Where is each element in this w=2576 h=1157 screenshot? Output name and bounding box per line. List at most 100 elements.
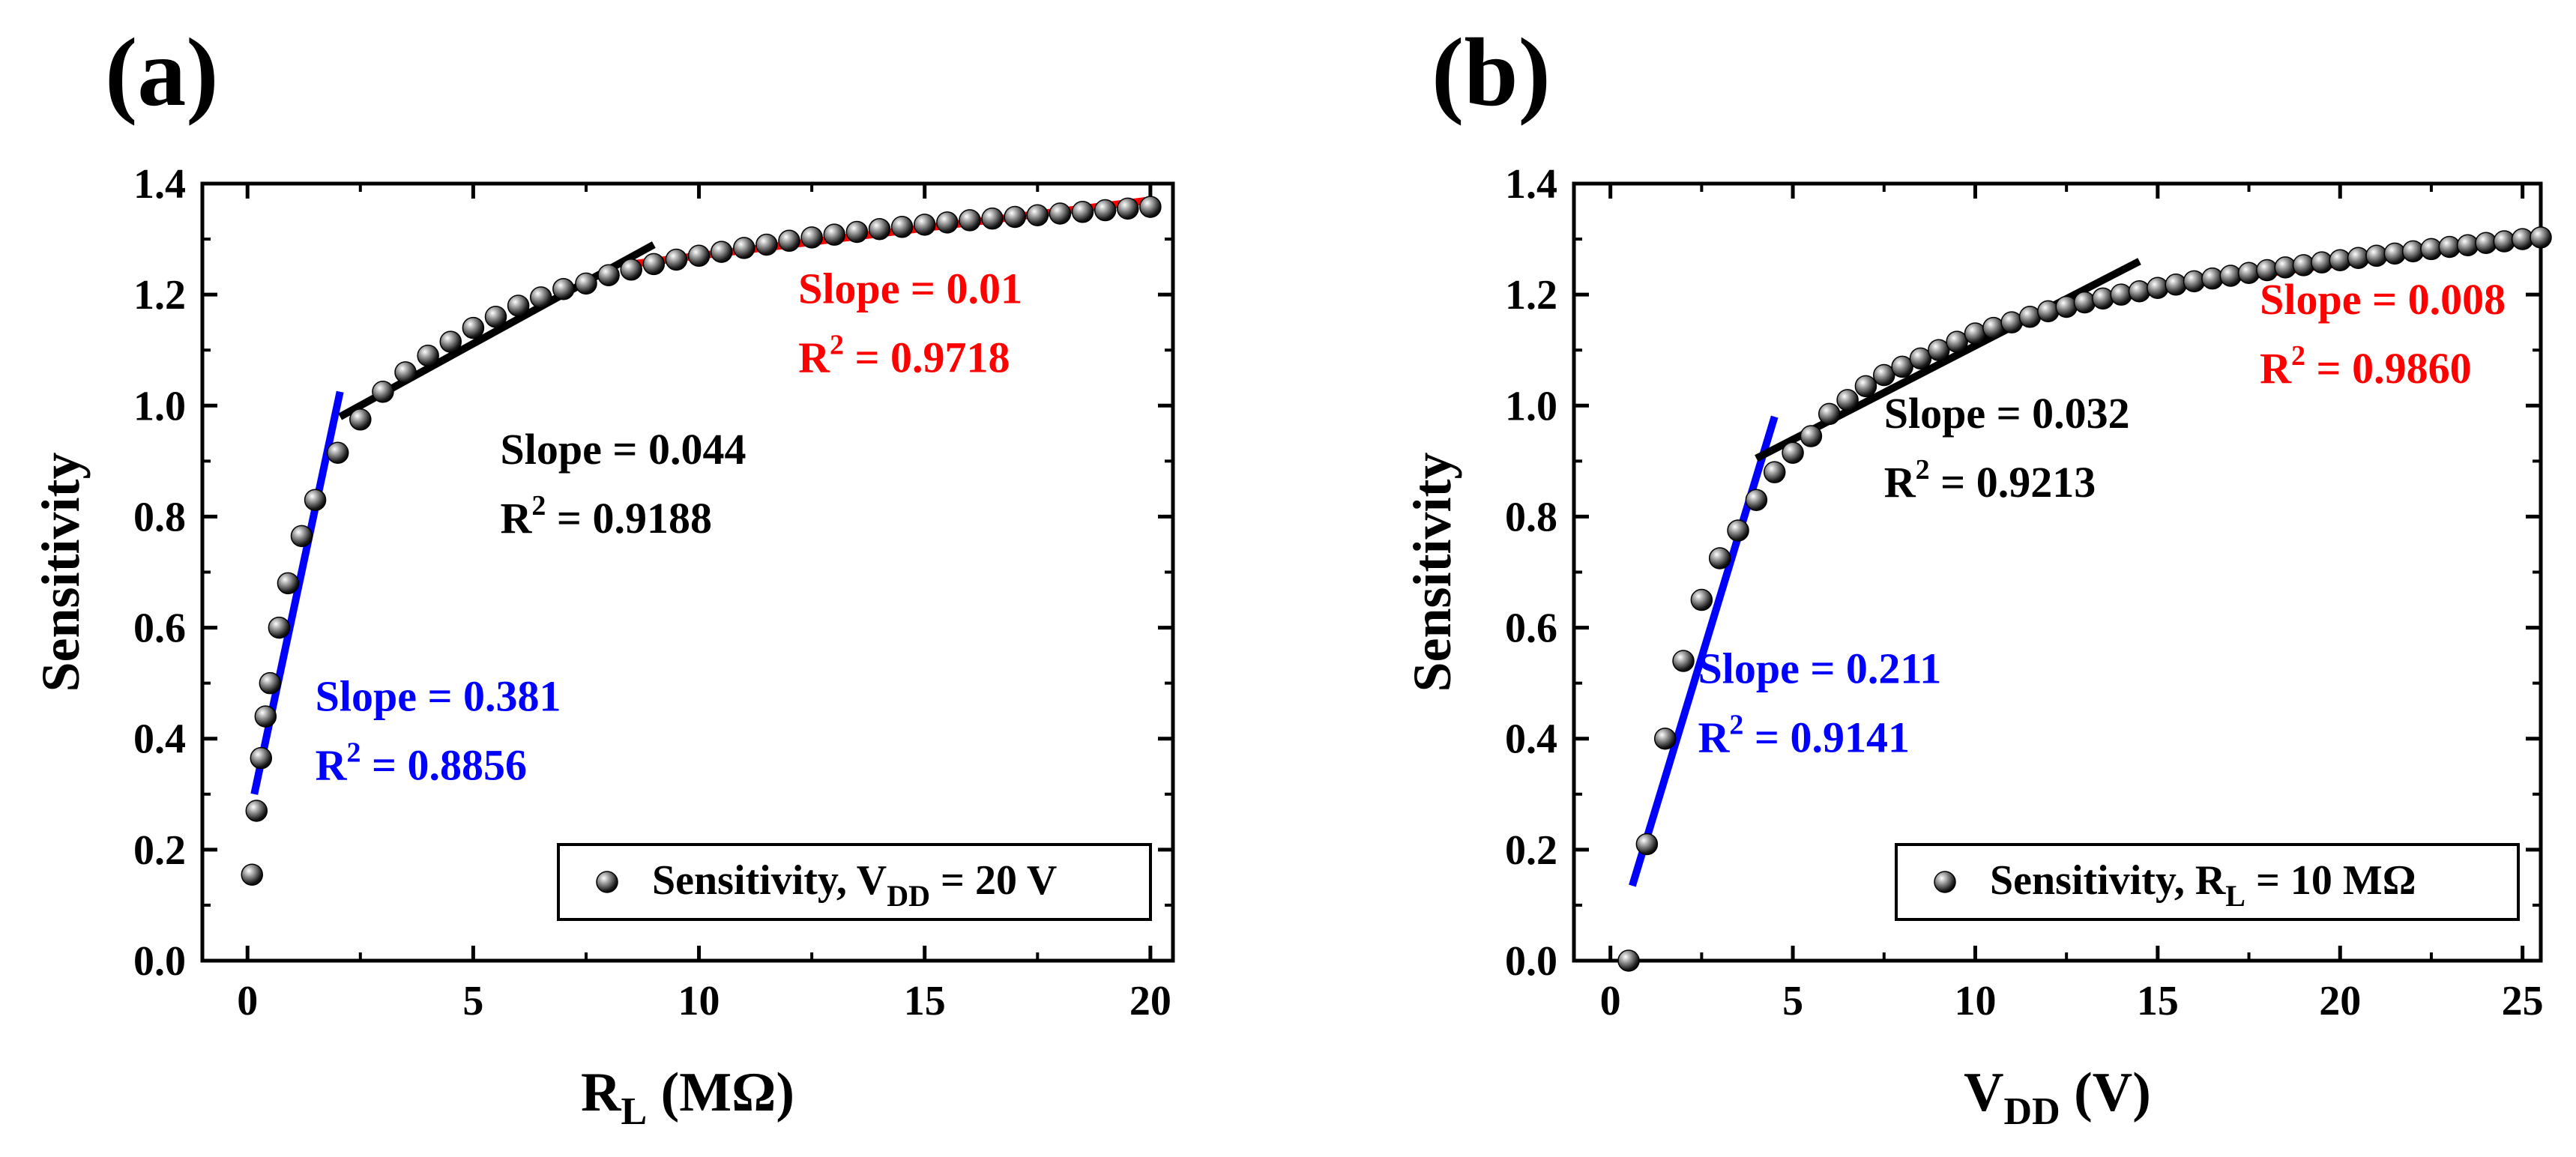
r2-symbol: R bbox=[501, 494, 533, 543]
y-tick-label: 1.4 bbox=[1505, 161, 1557, 208]
data-point bbox=[1782, 441, 1804, 464]
data-point bbox=[1708, 547, 1731, 570]
legend-label: Sensitivity, VDD = 20 V bbox=[652, 857, 1057, 913]
data-point bbox=[2237, 262, 2260, 285]
x-axis-label: RL (MΩ) bbox=[581, 1062, 794, 1133]
y-tick-label: 0.2 bbox=[133, 827, 186, 874]
data-point bbox=[277, 572, 300, 595]
data-point bbox=[913, 214, 936, 236]
data-point bbox=[2110, 283, 2132, 306]
data-point bbox=[290, 525, 313, 548]
legend-label: Sensitivity, RL = 10 MΩ bbox=[1990, 857, 2416, 913]
fit-line bbox=[1755, 258, 2141, 462]
fit-r2-label: R2 = 0.8856 bbox=[316, 737, 527, 790]
data-point bbox=[981, 207, 1004, 230]
data-point bbox=[710, 241, 733, 263]
y-tick-label: 0.8 bbox=[133, 494, 186, 540]
y-tick-label: 1.2 bbox=[1505, 272, 1557, 318]
y-axis-label: Sensitivity bbox=[31, 452, 91, 692]
data-point bbox=[2183, 270, 2206, 293]
r2-value: = 0.9718 bbox=[844, 333, 1010, 381]
data-point bbox=[1094, 199, 1117, 222]
panel-label: (a) bbox=[105, 19, 219, 127]
fit-slope-label: Slope = 0.211 bbox=[1698, 644, 1942, 693]
x-tick-label: 15 bbox=[2137, 978, 2179, 1024]
legend-label-sub: DD bbox=[887, 879, 930, 913]
data-point bbox=[2219, 265, 2242, 287]
y-tick-label: 0.6 bbox=[1505, 605, 1557, 652]
r2-superscript: 2 bbox=[1916, 454, 1930, 486]
data-point bbox=[2147, 277, 2169, 300]
r2-value: = 0.9213 bbox=[1930, 458, 2096, 507]
data-point bbox=[778, 229, 800, 253]
r2-superscript: 2 bbox=[1729, 710, 1743, 741]
data-point bbox=[2055, 295, 2078, 318]
data-point bbox=[1928, 339, 1950, 361]
y-tick-label: 0.0 bbox=[133, 938, 186, 985]
r2-value: = 0.8856 bbox=[361, 741, 527, 790]
data-point bbox=[845, 220, 869, 244]
data-point bbox=[2420, 238, 2443, 261]
data-point bbox=[959, 209, 981, 232]
data-point bbox=[484, 306, 507, 328]
x-tick-label: 10 bbox=[678, 978, 720, 1024]
x-axis-label-sub: DD bbox=[2004, 1090, 2060, 1133]
data-point bbox=[349, 408, 372, 431]
data-point bbox=[1617, 949, 1640, 972]
y-tick-label: 0.8 bbox=[1505, 494, 1557, 540]
x-tick-label: 0 bbox=[237, 978, 258, 1024]
data-point bbox=[755, 233, 778, 256]
r2-symbol: R bbox=[1884, 458, 1916, 507]
y-tick-label: 0.6 bbox=[133, 605, 186, 652]
y-tick-label: 0.4 bbox=[133, 716, 186, 763]
y-tick-label: 1.0 bbox=[133, 383, 186, 429]
data-point bbox=[2401, 240, 2425, 263]
data-point bbox=[1672, 650, 1695, 672]
x-axis-label-sub: L bbox=[621, 1090, 647, 1133]
r2-value: = 0.9860 bbox=[2305, 344, 2472, 393]
x-tick-label: 15 bbox=[904, 978, 946, 1024]
fit-r2-label: R2 = 0.9141 bbox=[1698, 710, 1910, 762]
r2-superscript: 2 bbox=[830, 329, 844, 360]
data-point bbox=[2073, 291, 2096, 314]
data-point bbox=[439, 330, 462, 353]
data-point bbox=[2347, 247, 2370, 270]
data-point bbox=[890, 216, 914, 238]
data-point bbox=[1909, 347, 1932, 370]
r2-symbol: R bbox=[798, 333, 830, 381]
data-point bbox=[936, 211, 959, 234]
data-point bbox=[2456, 234, 2479, 256]
r2-symbol: R bbox=[1698, 713, 1731, 762]
y-tick-label: 0.2 bbox=[1505, 827, 1557, 874]
r2-value: = 0.9188 bbox=[546, 494, 712, 543]
legend-label-tail: = 10 MΩ bbox=[2245, 857, 2416, 904]
data-point bbox=[250, 746, 273, 770]
x-tick-label: 0 bbox=[1600, 978, 1621, 1024]
x-tick-label: 10 bbox=[1954, 978, 1996, 1024]
panel-b: (b) 0.0 0.2 0.4 0.6 0.8 1.0 1.2 1.4 0 5 10 15 20 25 Sen… bbox=[1402, 19, 2552, 1133]
legend-marker bbox=[596, 871, 618, 893]
x-axis-label-main: R bbox=[581, 1062, 622, 1123]
y-axis-label: Sensitivity bbox=[1402, 452, 1462, 692]
legend-label-main: Sensitivity, V bbox=[652, 857, 887, 904]
y-tick-label: 0.0 bbox=[1505, 938, 1557, 985]
data-point bbox=[1139, 196, 1162, 218]
data-point bbox=[2329, 249, 2352, 271]
y-tick-label: 0.4 bbox=[1505, 716, 1557, 763]
data-point bbox=[2128, 280, 2151, 303]
data-point bbox=[733, 237, 755, 259]
data-point bbox=[1891, 355, 1913, 378]
r2-symbol: R bbox=[316, 741, 348, 790]
data-point bbox=[372, 381, 394, 403]
legend-label-tail: = 20 V bbox=[930, 857, 1057, 904]
legend-marker bbox=[1934, 871, 1956, 893]
data-point bbox=[241, 863, 264, 886]
data-point bbox=[575, 272, 597, 295]
y-tick-label: 1.2 bbox=[133, 272, 186, 318]
x-tick-label: 5 bbox=[462, 978, 483, 1024]
data-point bbox=[1946, 330, 1968, 353]
data-point bbox=[1690, 588, 1713, 611]
data-point bbox=[1873, 363, 1895, 387]
panel-label: (b) bbox=[1432, 19, 1551, 127]
